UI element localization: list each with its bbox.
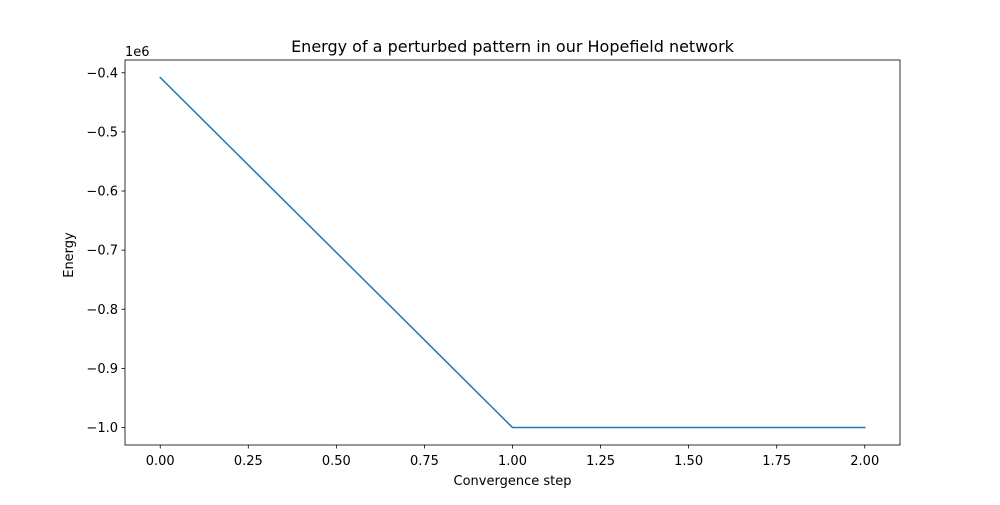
chart-title: Energy of a perturbed pattern in our Hop… bbox=[291, 37, 735, 56]
y-tick-label: −0.4 bbox=[86, 66, 118, 81]
y-tick-label: −0.6 bbox=[86, 185, 118, 200]
y-tick-label: −0.8 bbox=[86, 303, 118, 318]
y-offset-label: 1e6 bbox=[125, 45, 150, 60]
x-tick-label: 1.00 bbox=[498, 454, 527, 469]
x-tick-label: 1.25 bbox=[586, 454, 615, 469]
series-line-0 bbox=[159, 76, 866, 429]
y-tick-label: −1.0 bbox=[86, 421, 118, 436]
x-tick-label: 0.75 bbox=[410, 454, 439, 469]
y-axis-label: Energy bbox=[62, 232, 77, 278]
plot-area: 0.00 0.25 0.50 0.75 1.00 1.25 1.50 1.75 2.00 −0.4… bbox=[86, 59, 901, 469]
x-tick-label: 0.25 bbox=[234, 454, 263, 469]
x-tick-label: 0.50 bbox=[322, 454, 351, 469]
x-tick-label: 2.00 bbox=[850, 454, 879, 469]
y-tick-label: −0.9 bbox=[86, 362, 118, 377]
x-tick-label: 1.50 bbox=[674, 454, 703, 469]
x-axis-label: Convergence step bbox=[454, 474, 572, 489]
axes-frame bbox=[124, 59, 901, 446]
y-tick-label: −0.5 bbox=[86, 125, 118, 140]
x-tick-label: 1.75 bbox=[762, 454, 791, 469]
y-tick-label: −0.7 bbox=[86, 244, 118, 259]
x-tick-label: 0.00 bbox=[146, 454, 175, 469]
